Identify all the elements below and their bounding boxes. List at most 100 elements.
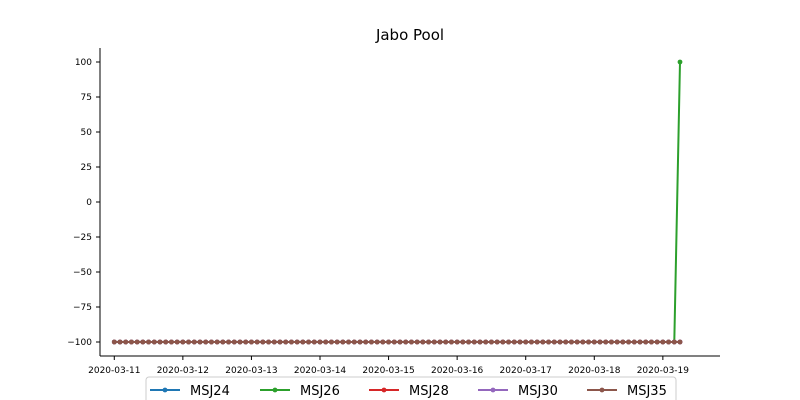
data-point — [231, 339, 237, 345]
data-point — [546, 339, 551, 345]
data-point — [151, 339, 157, 345]
data-point — [397, 339, 403, 345]
data-point — [163, 339, 169, 345]
data-point — [591, 339, 597, 345]
data-point — [329, 339, 334, 345]
data-point — [460, 339, 466, 345]
chart-title: Jabo Pool — [375, 26, 444, 44]
data-point — [437, 339, 443, 345]
data-point — [134, 339, 140, 345]
data-point — [426, 339, 431, 345]
data-point — [306, 339, 311, 345]
data-point — [506, 339, 511, 345]
legend-label: MSJ30 — [518, 384, 558, 399]
series-line — [114, 61, 681, 343]
data-point — [391, 339, 397, 345]
y-tick-label: 25 — [81, 163, 92, 173]
data-point — [637, 339, 643, 345]
data-point — [649, 339, 654, 345]
data-point — [117, 339, 123, 345]
data-point — [603, 339, 609, 345]
y-tick-label: −75 — [73, 303, 92, 313]
legend-item: MSJ35 — [587, 384, 667, 399]
data-point — [660, 339, 666, 345]
data-point — [626, 339, 631, 345]
data-point — [363, 339, 369, 345]
data-point — [369, 339, 374, 345]
data-point — [346, 339, 351, 345]
data-point — [517, 339, 523, 345]
data-point — [289, 339, 294, 345]
y-tick-label: −100 — [67, 338, 92, 348]
data-point — [614, 339, 620, 345]
data-point — [180, 339, 186, 345]
y-tick-label: −50 — [73, 268, 92, 278]
data-point — [586, 339, 591, 345]
data-point — [529, 339, 534, 345]
x-tick-label: 2020-03-18 — [568, 366, 621, 376]
x-tick-label: 2020-03-17 — [500, 366, 552, 376]
legend-item: MSJ30 — [478, 384, 558, 399]
data-point — [534, 339, 540, 345]
data-point — [654, 339, 660, 345]
data-point — [146, 339, 151, 345]
data-point — [226, 339, 231, 345]
data-point — [443, 339, 449, 345]
data-point — [500, 339, 506, 345]
x-ticks: 2020-03-11 2020-03-12 2020-03-13 2020-03-14… — [88, 356, 689, 376]
axes — [99, 48, 720, 357]
data-point — [414, 339, 420, 345]
legend-item: MSJ24 — [150, 384, 230, 399]
data-point — [351, 339, 357, 345]
data-point — [609, 339, 614, 345]
x-tick-label: 2020-03-12 — [157, 366, 209, 376]
data-point — [357, 339, 363, 345]
data-point — [123, 339, 129, 345]
data-point — [597, 339, 603, 345]
data-point — [209, 339, 214, 345]
series-layer — [111, 59, 683, 345]
data-point — [277, 339, 283, 345]
data-point — [174, 339, 180, 345]
data-point — [169, 339, 174, 345]
data-point — [220, 339, 226, 345]
data-point — [374, 339, 380, 345]
data-point — [489, 339, 494, 345]
data-point — [494, 339, 500, 345]
data-point — [266, 339, 271, 345]
data-point — [569, 339, 574, 345]
data-point — [283, 339, 289, 345]
x-tick-label: 2020-03-14 — [294, 366, 347, 376]
data-point — [317, 339, 323, 345]
data-point — [563, 339, 569, 345]
data-point — [420, 339, 426, 345]
data-point — [186, 339, 191, 345]
data-point — [677, 59, 683, 65]
data-point — [454, 339, 460, 345]
data-point — [643, 339, 649, 345]
y-tick-label: 0 — [86, 198, 92, 208]
data-point — [471, 339, 477, 345]
data-point — [523, 339, 529, 345]
data-point — [203, 339, 209, 345]
x-tick-label: 2020-03-15 — [362, 366, 414, 376]
data-point — [409, 339, 414, 345]
data-point — [380, 339, 386, 345]
data-point — [466, 339, 471, 345]
series-msj35 — [111, 339, 683, 345]
legend-label: MSJ24 — [190, 384, 230, 399]
data-point — [449, 339, 454, 345]
data-point — [403, 339, 409, 345]
data-point — [477, 339, 483, 345]
x-tick-label: 2020-03-13 — [225, 366, 277, 376]
legend-label: MSJ26 — [300, 384, 340, 399]
data-point — [483, 339, 489, 345]
legend-item: MSJ26 — [260, 384, 340, 399]
data-point — [677, 339, 683, 345]
legend-marker — [162, 387, 168, 393]
y-ticks: 100 75 50 25 0 −25 −50 −75 −100 — [67, 58, 100, 348]
data-point — [249, 339, 254, 345]
data-point — [666, 339, 671, 345]
data-point — [620, 339, 626, 345]
